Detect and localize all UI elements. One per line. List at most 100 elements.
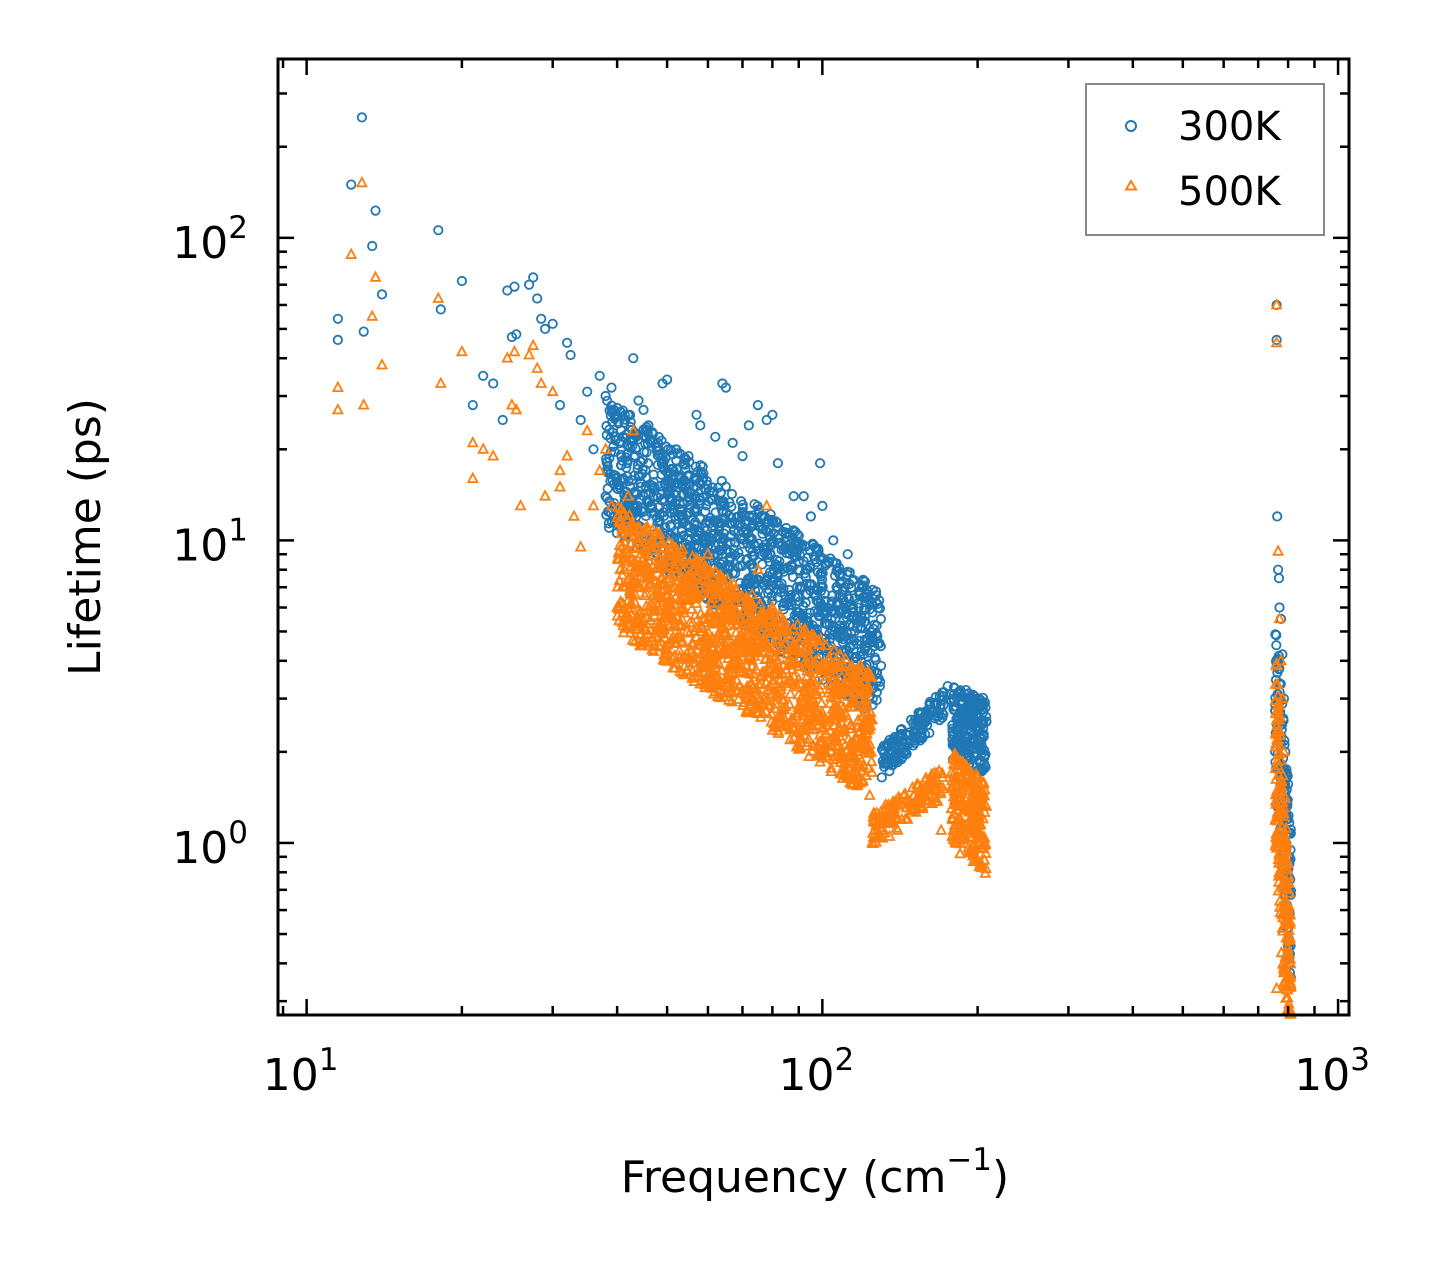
- data-point-500k: [707, 614, 720, 627]
- data-point-500k: [880, 811, 892, 823]
- data-point-300k: [1271, 334, 1282, 345]
- data-point-500k: [862, 743, 875, 755]
- data-point-500k: [743, 650, 756, 662]
- data-point-500k: [862, 761, 875, 773]
- data-points: [331, 112, 1297, 1019]
- data-point-500k: [1270, 658, 1282, 671]
- data-point-300k: [737, 450, 748, 462]
- data-point-300k: [661, 466, 673, 477]
- data-point-500k: [774, 682, 787, 694]
- data-point-500k: [825, 761, 838, 773]
- data-point-300k: [719, 500, 730, 511]
- data-point-500k: [554, 480, 566, 492]
- data-point-300k: [666, 478, 677, 489]
- data-point-500k: [797, 697, 810, 709]
- data-point-500k: [712, 676, 725, 688]
- data-point-500k: [873, 826, 886, 839]
- data-point-500k: [721, 600, 734, 612]
- data-point-500k: [914, 780, 927, 793]
- data-point-500k: [718, 635, 731, 647]
- data-point-300k: [743, 420, 754, 431]
- data-point-500k: [1276, 921, 1289, 933]
- data-point-500k: [797, 704, 810, 716]
- data-point-500k: [807, 628, 820, 640]
- data-point-500k: [687, 564, 700, 576]
- data-point-500k: [675, 636, 688, 648]
- data-point-500k: [683, 626, 696, 638]
- data-point-500k: [1272, 747, 1285, 759]
- data-point-300k: [547, 318, 558, 329]
- data-point-500k: [970, 771, 983, 783]
- data-point-500k: [839, 738, 852, 750]
- data-point-300k: [896, 741, 908, 752]
- data-point-500k: [824, 696, 837, 708]
- data-point-300k: [877, 755, 888, 767]
- data-point-500k: [791, 630, 803, 643]
- data-point-300k: [809, 554, 821, 565]
- data-point-500k: [697, 659, 710, 672]
- data-point-500k: [703, 603, 716, 616]
- data-point-500k: [686, 592, 699, 604]
- data-point-500k: [697, 562, 710, 574]
- data-point-500k: [937, 781, 950, 794]
- data-point-300k: [826, 624, 837, 636]
- data-point-500k: [616, 568, 629, 580]
- data-point-500k: [618, 522, 631, 535]
- data-point-500k: [860, 681, 873, 694]
- data-point-300k: [916, 718, 928, 730]
- data-point-500k: [722, 641, 735, 654]
- data-point-300k: [874, 603, 886, 614]
- data-point-300k: [777, 539, 788, 550]
- data-point-500k: [763, 645, 776, 657]
- data-point-500k: [784, 732, 797, 745]
- data-point-500k: [737, 603, 750, 616]
- data-point-300k: [921, 720, 933, 731]
- data-point-500k: [523, 348, 536, 360]
- data-point-500k: [743, 667, 756, 679]
- data-point-500k: [1283, 933, 1296, 945]
- data-point-300k: [628, 353, 639, 364]
- data-point-500k: [800, 713, 813, 725]
- data-point-300k: [528, 272, 539, 283]
- data-point-500k: [627, 423, 640, 436]
- data-point-500k: [828, 643, 841, 655]
- data-point-300k: [532, 293, 543, 304]
- data-point-500k: [744, 597, 757, 609]
- data-point-500k: [878, 825, 891, 838]
- data-point-500k: [620, 610, 633, 622]
- data-point-500k: [1278, 842, 1291, 854]
- data-point-500k: [753, 645, 766, 658]
- data-point-300k: [700, 483, 712, 495]
- data-point-500k: [660, 647, 673, 660]
- data-point-500k: [1279, 950, 1292, 962]
- data-point-300k: [963, 688, 974, 699]
- data-point-500k: [615, 595, 627, 607]
- data-point-500k: [605, 498, 618, 511]
- data-point-500k: [772, 715, 785, 727]
- data-point-500k: [772, 633, 785, 645]
- data-point-500k: [841, 684, 854, 696]
- data-point-300k: [1270, 629, 1281, 640]
- data-point-500k: [779, 624, 791, 636]
- data-point-500k: [858, 736, 870, 748]
- data-point-300k: [594, 370, 605, 381]
- data-point-500k: [688, 674, 701, 686]
- data-point-500k: [732, 654, 745, 666]
- data-point-500k: [819, 659, 832, 671]
- data-point-500k: [788, 643, 801, 656]
- data-point-500k: [667, 602, 679, 614]
- data-point-500k: [701, 574, 714, 586]
- data-point-500k: [527, 338, 540, 351]
- data-point-300k: [785, 589, 797, 601]
- data-point-300k: [889, 757, 900, 768]
- data-point-300k: [800, 564, 812, 575]
- data-point-500k: [955, 830, 968, 843]
- data-point-300k: [627, 440, 638, 451]
- data-point-500k: [634, 546, 647, 559]
- data-point-500k: [455, 344, 468, 357]
- data-point-300k: [765, 548, 776, 559]
- data-point-300k: [812, 585, 823, 596]
- data-point-500k: [829, 681, 841, 693]
- data-point-500k: [686, 577, 698, 589]
- data-point-500k: [764, 606, 777, 619]
